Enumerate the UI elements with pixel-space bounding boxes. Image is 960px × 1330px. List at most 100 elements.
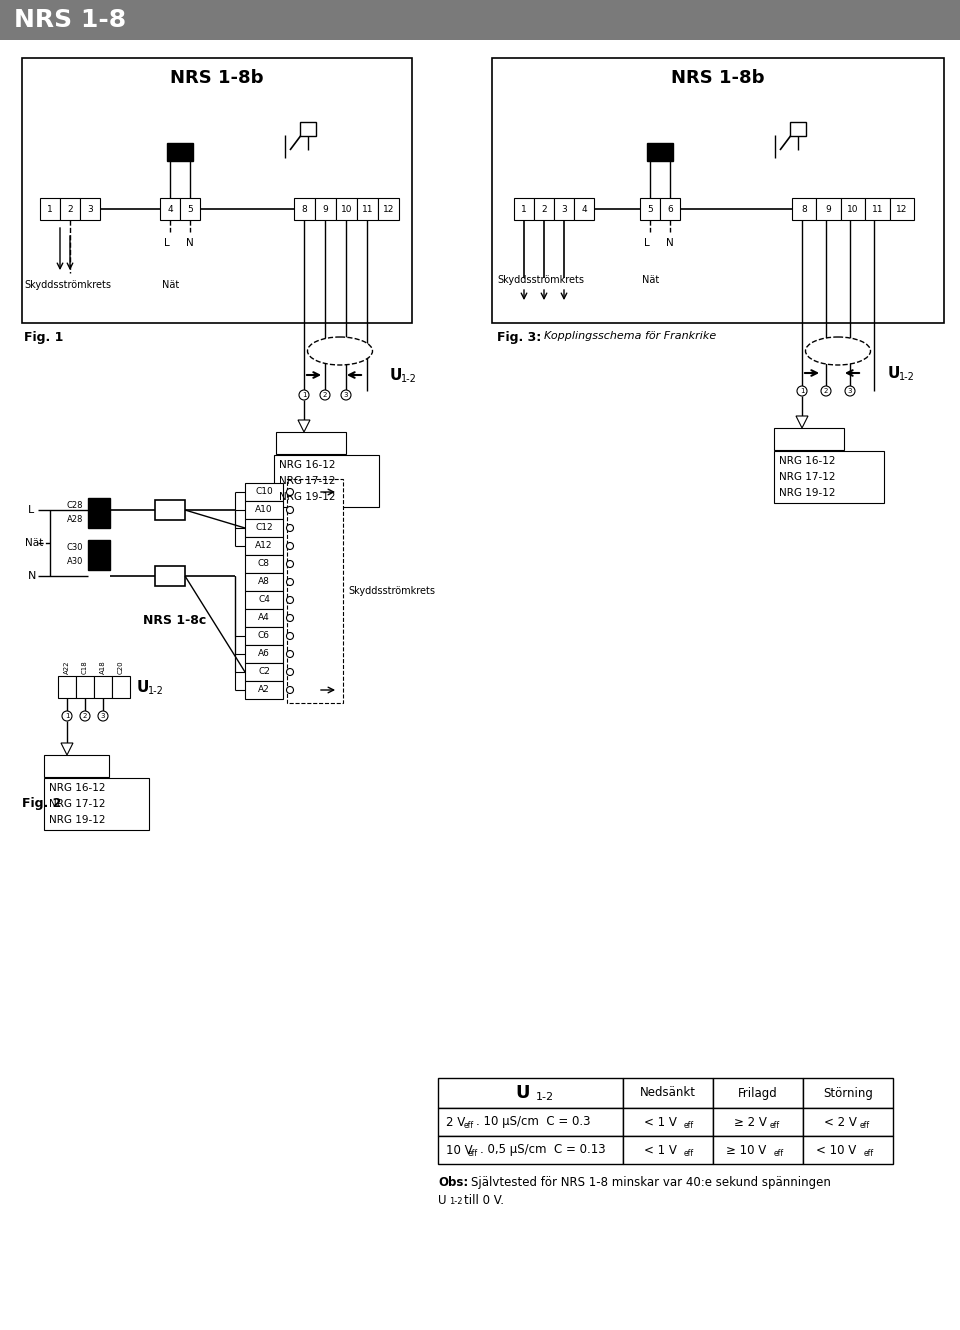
Text: Nät: Nät [642, 275, 660, 285]
Text: 3: 3 [848, 388, 852, 394]
Text: Fig. 1: Fig. 1 [24, 331, 63, 344]
Bar [492, 59, 944, 323]
Text: C12: C12 [255, 524, 273, 532]
Bar [315, 198, 336, 219]
Bar [287, 479, 343, 704]
Bar [88, 497, 110, 528]
Text: eff: eff [774, 1149, 784, 1157]
Bar [88, 540, 110, 571]
Text: Självtested för NRS 1-8 minskar var 40:e sekund spänningen: Självtested för NRS 1-8 minskar var 40:e… [471, 1176, 830, 1189]
Ellipse shape [307, 336, 372, 364]
Text: ≥ 10 V: ≥ 10 V [726, 1144, 766, 1157]
Circle shape [341, 390, 351, 400]
Text: till 0 V.: till 0 V. [464, 1194, 504, 1208]
Text: 3: 3 [344, 392, 348, 398]
Text: C2: C2 [258, 668, 270, 677]
Text: 1: 1 [47, 205, 53, 214]
Text: NRG 19-12: NRG 19-12 [779, 488, 835, 497]
Bar [790, 122, 806, 136]
Circle shape [320, 390, 330, 400]
Bar [554, 198, 574, 219]
Circle shape [286, 633, 294, 640]
Text: eff: eff [464, 1120, 474, 1129]
Bar [94, 676, 112, 698]
Text: 2: 2 [67, 205, 73, 214]
Text: NRG 17-12: NRG 17-12 [779, 472, 835, 481]
Text: 2: 2 [83, 713, 87, 720]
Text: A18: A18 [100, 660, 106, 674]
Ellipse shape [805, 336, 871, 364]
Text: $\mathbf{U}$: $\mathbf{U}$ [887, 364, 900, 380]
Text: eff: eff [684, 1120, 694, 1129]
Bar [245, 519, 283, 537]
Bar [58, 676, 76, 698]
Text: 9: 9 [826, 205, 831, 214]
Bar [155, 500, 185, 520]
Text: 1: 1 [64, 713, 69, 720]
Circle shape [845, 386, 855, 396]
Text: < 2 V: < 2 V [824, 1116, 856, 1128]
Bar [357, 198, 378, 219]
Bar [623, 1079, 713, 1108]
Text: NRG 17-12: NRG 17-12 [49, 799, 106, 809]
Bar [245, 501, 283, 519]
Text: Skyddsströmkrets: Skyddsströmkrets [348, 587, 435, 596]
Bar [245, 681, 283, 700]
Bar [44, 778, 149, 830]
Bar [438, 1136, 623, 1164]
Bar [623, 1108, 713, 1136]
Bar [40, 198, 60, 219]
Text: 12: 12 [896, 205, 907, 214]
Text: eff: eff [468, 1149, 478, 1157]
Bar [640, 198, 660, 219]
Bar [534, 198, 554, 219]
Text: C28: C28 [66, 501, 83, 511]
Text: < 10 V: < 10 V [816, 1144, 856, 1157]
Circle shape [286, 488, 294, 496]
Bar [378, 198, 399, 219]
Text: 9: 9 [323, 205, 328, 214]
Text: NRS 1-8c: NRS 1-8c [143, 613, 206, 626]
Bar [574, 198, 594, 219]
Text: 3: 3 [101, 713, 106, 720]
Text: . 10 μS/cm  C = 0.3: . 10 μS/cm C = 0.3 [476, 1116, 590, 1128]
Text: A4: A4 [258, 613, 270, 622]
Text: ≥ 2 V: ≥ 2 V [733, 1116, 766, 1128]
Text: NRG 16-12: NRG 16-12 [779, 456, 835, 466]
Circle shape [286, 579, 294, 585]
Bar [792, 198, 816, 219]
Text: 6: 6 [667, 205, 673, 214]
Text: 2 V: 2 V [446, 1116, 466, 1128]
Circle shape [286, 596, 294, 604]
Text: 8: 8 [802, 205, 807, 214]
Bar [647, 144, 673, 161]
Circle shape [286, 650, 294, 657]
Bar [167, 144, 193, 161]
Text: 11: 11 [362, 205, 373, 214]
Text: C6: C6 [258, 632, 270, 641]
Circle shape [797, 386, 807, 396]
Text: A12: A12 [255, 541, 273, 551]
Text: NRG 16-12: NRG 16-12 [279, 460, 335, 469]
Text: . 0,5 μS/cm  C = 0.13: . 0,5 μS/cm C = 0.13 [480, 1144, 606, 1157]
Text: 2: 2 [323, 392, 327, 398]
Text: L: L [28, 505, 35, 515]
Text: Störning: Störning [823, 1087, 873, 1100]
Text: C18: C18 [82, 660, 88, 674]
Bar [245, 626, 283, 645]
Bar [112, 676, 130, 698]
Bar [22, 59, 412, 323]
Text: 3: 3 [562, 205, 566, 214]
Text: Fig. 3:: Fig. 3: [497, 331, 541, 344]
Text: 5: 5 [187, 205, 193, 214]
Text: A2: A2 [258, 685, 270, 694]
Circle shape [286, 507, 294, 513]
Bar [774, 428, 844, 450]
Text: eff: eff [684, 1149, 694, 1157]
Bar [816, 198, 841, 219]
Text: 5: 5 [647, 205, 653, 214]
Bar [438, 1079, 623, 1108]
Bar [660, 198, 680, 219]
Bar [80, 198, 100, 219]
Circle shape [98, 712, 108, 721]
